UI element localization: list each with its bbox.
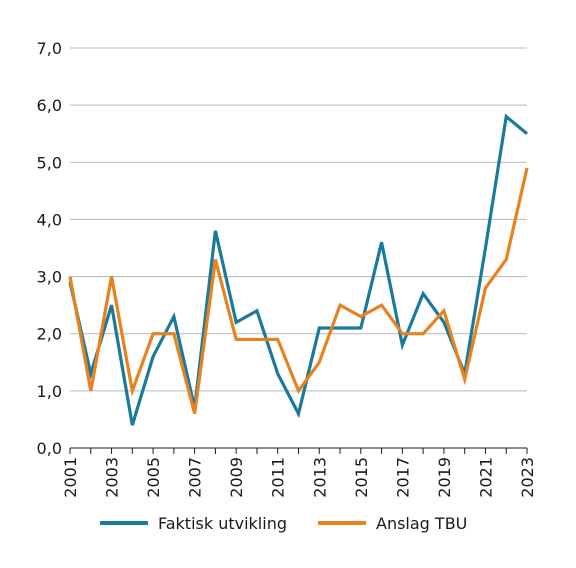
x-tick-label: 2017 bbox=[393, 457, 412, 498]
x-axis-ticks: 2001 2003 2005 2007 2009 2011 2013 2015 2017 2019… bbox=[61, 457, 537, 498]
y-tick-label: 7,0 bbox=[37, 39, 62, 58]
legend-label-anslag: Anslag TBU bbox=[376, 514, 467, 533]
x-tick-label: 2003 bbox=[103, 457, 122, 498]
x-tick-label: 2011 bbox=[269, 457, 288, 498]
x-tick-label: 2013 bbox=[310, 457, 329, 498]
legend-label-faktisk: Faktisk utvikling bbox=[158, 514, 287, 533]
y-tick-label: 4,0 bbox=[37, 210, 62, 229]
y-tick-label: 3,0 bbox=[37, 268, 62, 287]
y-axis-ticks: 0,0 1,0 2,0 3,0 4,0 5,0 6,0 7,0 bbox=[37, 39, 62, 458]
x-tick-label: 2009 bbox=[227, 457, 246, 498]
y-tick-label: 0,0 bbox=[37, 439, 62, 458]
y-tick-label: 2,0 bbox=[37, 325, 62, 344]
x-tick-label: 2015 bbox=[352, 457, 371, 498]
x-axis bbox=[69, 447, 528, 454]
series-lines bbox=[68, 113, 529, 426]
series-line-faktisk bbox=[68, 113, 529, 426]
y-tick-label: 5,0 bbox=[37, 153, 62, 172]
x-tick-label: 2021 bbox=[476, 457, 495, 498]
gridlines bbox=[70, 47, 527, 392]
x-tick-label: 2001 bbox=[61, 457, 80, 498]
legend: Faktisk utvikling Anslag TBU bbox=[100, 514, 467, 533]
x-tick-label: 2005 bbox=[144, 457, 163, 498]
series-line-anslag bbox=[68, 167, 529, 415]
y-tick-label: 6,0 bbox=[37, 96, 62, 115]
x-tick-label: 2019 bbox=[435, 457, 454, 498]
x-tick-label: 2023 bbox=[518, 457, 537, 498]
x-tick-label: 2007 bbox=[186, 457, 205, 498]
y-tick-label: 1,0 bbox=[37, 382, 62, 401]
